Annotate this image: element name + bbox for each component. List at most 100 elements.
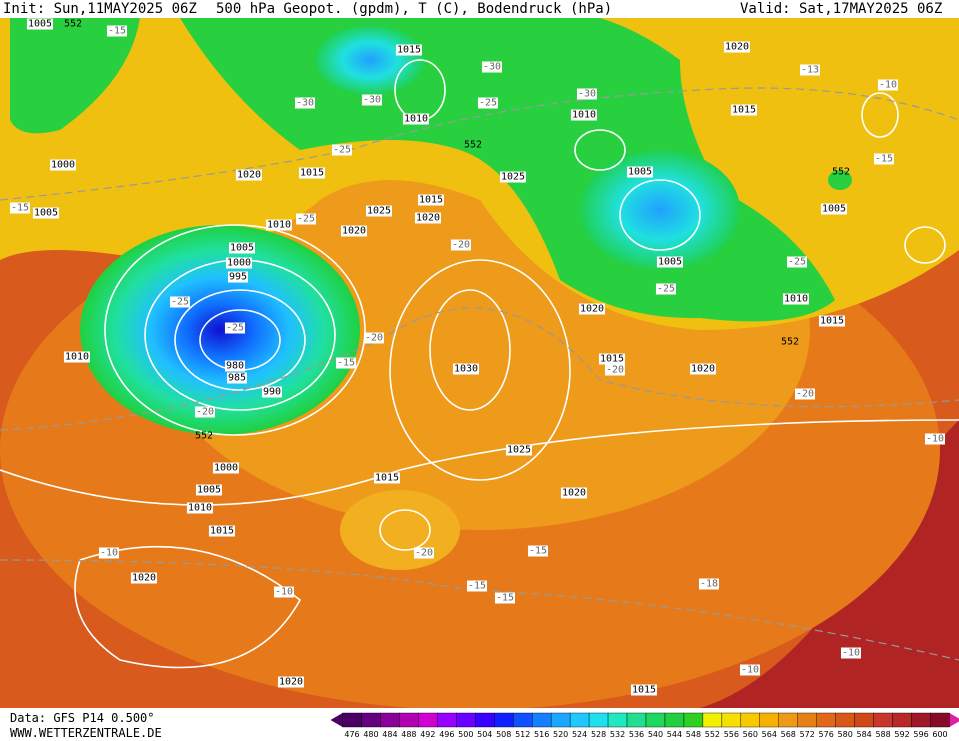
colorbar-cell bbox=[531, 712, 552, 728]
isobar-label: 980 bbox=[224, 360, 246, 372]
colorbar-label: 540 bbox=[647, 730, 664, 739]
isobar-label: 1005 bbox=[820, 203, 848, 215]
isobar-label: 1015 bbox=[630, 684, 658, 696]
colorbar-label: 508 bbox=[496, 730, 512, 739]
low-pressure-center bbox=[315, 25, 425, 95]
isobar-label: 1020 bbox=[689, 363, 717, 375]
temperature-label: -15 bbox=[106, 25, 128, 37]
temperature-label: -20 bbox=[363, 332, 385, 344]
colorbar-cell bbox=[721, 712, 742, 728]
colorbar-label: 504 bbox=[477, 730, 493, 739]
colorbar-label: 556 bbox=[723, 730, 739, 739]
colorbar-cell bbox=[361, 712, 381, 728]
colorbar-cell bbox=[456, 712, 476, 728]
isobar-label: 1000 bbox=[225, 257, 253, 269]
temperature-label: -30 bbox=[576, 88, 598, 100]
temperature-label: -30 bbox=[481, 61, 503, 73]
temperature-label: -25 bbox=[331, 144, 353, 156]
colorbar-label: 552 bbox=[704, 730, 721, 739]
colorbar-cell bbox=[797, 712, 817, 728]
isobar-label: 1015 bbox=[395, 44, 423, 56]
geopotential-label: 552 bbox=[463, 139, 483, 151]
isobar-label: 1010 bbox=[186, 502, 214, 514]
temperature-label: -13 bbox=[799, 64, 821, 76]
colorbar-label: 600 bbox=[932, 730, 948, 739]
isobar-label: 990 bbox=[261, 386, 283, 398]
geopotential-label: 552 bbox=[194, 430, 214, 442]
colorbar-cell bbox=[342, 712, 362, 728]
colorbar-cell bbox=[854, 712, 874, 728]
temperature-label: -20 bbox=[794, 388, 816, 400]
isobar-label: 1015 bbox=[730, 104, 758, 116]
temperature-label: -20 bbox=[450, 239, 472, 251]
isobar-label: 1005 bbox=[195, 484, 223, 496]
isobar-label: 1030 bbox=[452, 363, 480, 375]
isobar-label: 1005 bbox=[32, 207, 60, 219]
isobar-label: 1015 bbox=[208, 525, 236, 537]
colorbar-label: 536 bbox=[628, 730, 645, 739]
isobar-label: 1010 bbox=[782, 293, 810, 305]
colorbar-label: 596 bbox=[913, 730, 929, 739]
isobar-label: 1005 bbox=[656, 256, 684, 268]
isobar-label: 1020 bbox=[235, 169, 263, 181]
colorbar-cell bbox=[475, 712, 495, 728]
isobar-label: 1005 bbox=[626, 166, 654, 178]
temperature-label: -15 bbox=[873, 153, 895, 165]
colorbar-cell bbox=[569, 712, 590, 728]
temperature-label: -20 bbox=[604, 364, 626, 376]
colorbar-label: 488 bbox=[401, 730, 417, 739]
colorbar-cell bbox=[664, 712, 685, 728]
colorbar-label: 592 bbox=[894, 730, 910, 739]
valid-time: Valid: Sat,17MAY2025 06Z bbox=[740, 1, 943, 17]
geopotential-label: 552 bbox=[63, 18, 83, 30]
low-pressure-center bbox=[580, 150, 740, 270]
geopotential-label: 552 bbox=[780, 336, 800, 348]
isobar-label: 1010 bbox=[402, 113, 430, 125]
data-source: Data: GFS P14 0.500° bbox=[10, 711, 155, 725]
temperature-label: -25 bbox=[477, 97, 499, 109]
site-name: WWW.WETTERZENTRALE.DE bbox=[10, 726, 162, 740]
green-region bbox=[10, 18, 140, 134]
temperature-label: -15 bbox=[466, 580, 488, 592]
colorbar-cell bbox=[683, 712, 704, 728]
colorbar-label: 476 bbox=[344, 730, 360, 739]
colorbar-cell bbox=[873, 712, 893, 728]
colorbar-cell bbox=[494, 712, 514, 728]
colorbar-label: 560 bbox=[742, 730, 758, 739]
colorbar-cell bbox=[816, 712, 836, 728]
colorbar-cell bbox=[740, 712, 761, 728]
temperature-label: -30 bbox=[361, 94, 383, 106]
colorbar-arrow bbox=[949, 713, 959, 727]
temperature-label: -25 bbox=[655, 283, 677, 295]
colorbar-label: 584 bbox=[856, 730, 872, 739]
isobar-label: 1015 bbox=[373, 472, 401, 484]
colorbar-cell bbox=[399, 712, 419, 728]
colorbar-cell bbox=[702, 712, 723, 728]
isobar-label: 1015 bbox=[417, 194, 445, 206]
temperature-label: -20 bbox=[194, 406, 216, 418]
isobar-label: 1020 bbox=[578, 303, 606, 315]
warm-region bbox=[700, 420, 959, 708]
init-time: Init: Sun,11MAY2025 06Z bbox=[3, 1, 197, 17]
colorbar-label: 484 bbox=[382, 730, 398, 739]
colorbar-cell bbox=[513, 712, 533, 728]
colorbar-label: 480 bbox=[363, 730, 379, 739]
temperature-label: -15 bbox=[9, 202, 31, 214]
temperature-label: -15 bbox=[335, 357, 357, 369]
temperature-label: -10 bbox=[840, 647, 862, 659]
temperature-label: -25 bbox=[169, 296, 191, 308]
isobar-label: 1020 bbox=[560, 487, 588, 499]
light-orange-region bbox=[340, 490, 460, 570]
isobar-label: 1010 bbox=[265, 219, 293, 231]
colorbar-label: 500 bbox=[458, 730, 474, 739]
isobar-label: 1010 bbox=[63, 351, 91, 363]
temperature-label: -10 bbox=[273, 586, 295, 598]
temperature-label: -25 bbox=[295, 213, 317, 225]
geopotential-label: 552 bbox=[831, 166, 851, 178]
isobar-label: 1015 bbox=[298, 167, 326, 179]
colorbar-label: 544 bbox=[666, 730, 683, 739]
isobar-label: 1010 bbox=[570, 109, 598, 121]
isobar-label: 1020 bbox=[130, 572, 158, 584]
